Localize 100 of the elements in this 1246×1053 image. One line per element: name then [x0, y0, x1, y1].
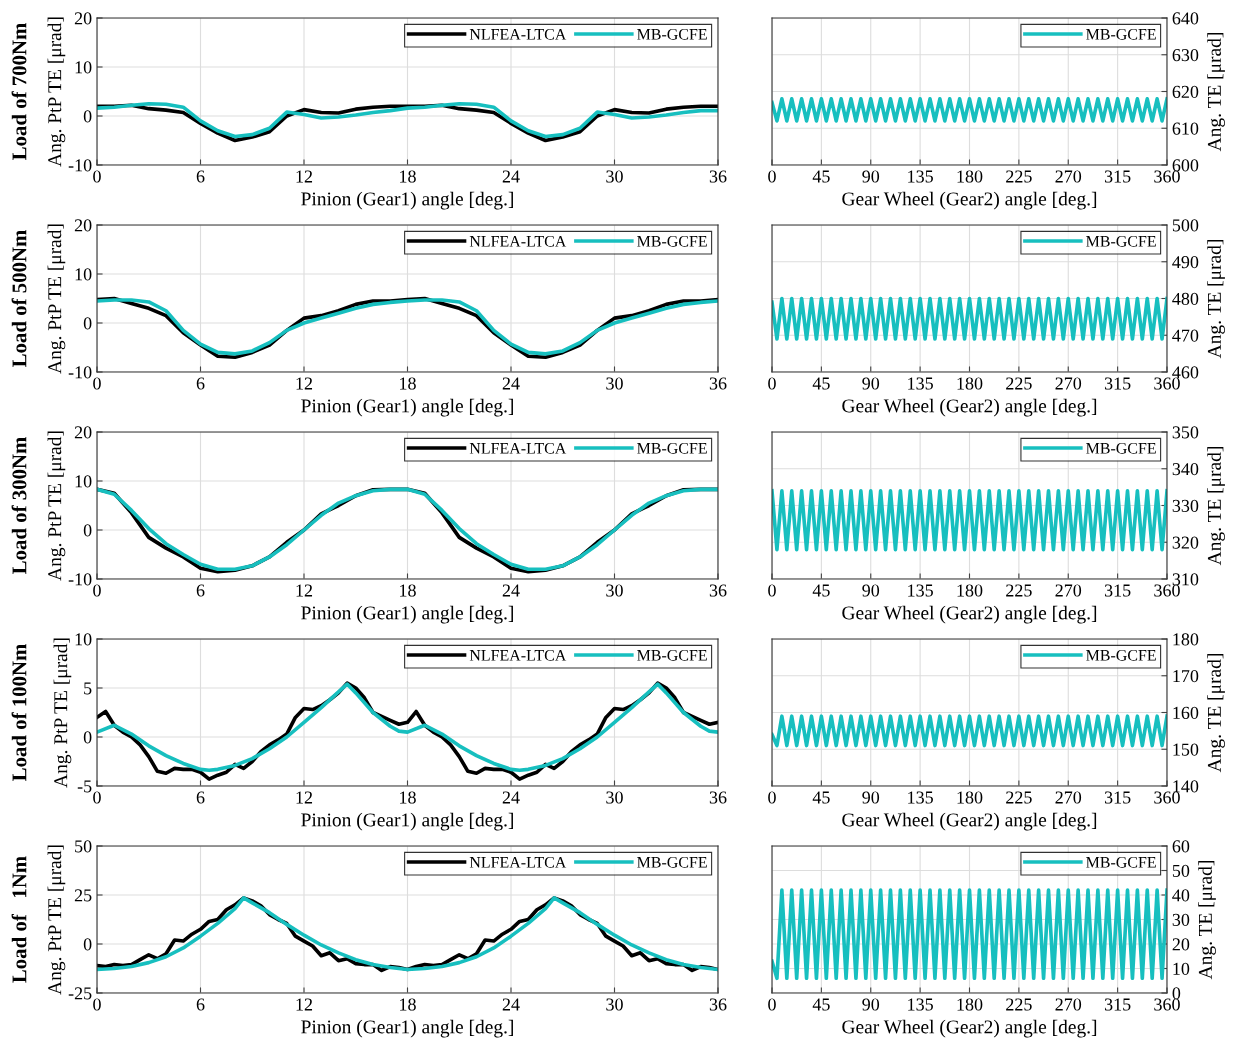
x-tick-label: 24 — [502, 377, 520, 390]
x-axis-title: Gear Wheel (Gear2) angle [deg.] — [842, 398, 1097, 417]
x-tick-label: 270 — [1055, 584, 1082, 597]
x-tick-label: 18 — [400, 998, 416, 1011]
x-tick-label: 24 — [502, 998, 520, 1011]
x-tick-label: 12 — [296, 998, 313, 1011]
y-tick-label: -5 — [77, 780, 92, 793]
x-tick-label: 0 — [93, 998, 101, 1011]
x-tick-label: 0 — [93, 377, 101, 390]
y2-axis-title: Ang. TE [μrad] — [1207, 240, 1225, 359]
x-axis-title: Gear Wheel (Gear2) angle [deg.] — [842, 605, 1097, 624]
y2-tick-label: 170 — [1173, 670, 1199, 683]
x-tick-label: 225 — [1006, 584, 1032, 597]
y-axis-title: Ang. PtP TE [μrad] — [47, 431, 66, 581]
legend-label: MB-GCFE — [1086, 28, 1156, 40]
y-tick-label: 50 — [75, 840, 92, 853]
legend-label: NLFEA-LTCA — [469, 442, 567, 454]
x-tick-label: 270 — [1055, 377, 1082, 390]
y2-tick-label: 10 — [1173, 962, 1190, 975]
x-tick-label: 135 — [908, 791, 933, 804]
x-tick-label: 0 — [768, 170, 776, 183]
x-tick-label: 90 — [862, 170, 880, 183]
x-tick-label: 30 — [606, 791, 623, 804]
x-tick-label: 45 — [812, 377, 830, 390]
y2-tick-label: 470 — [1172, 329, 1199, 342]
y-tick-label: 10 — [75, 268, 92, 281]
y2-tick-label: 320 — [1172, 536, 1199, 549]
x-tick-label: 30 — [606, 998, 623, 1011]
y2-tick-label: 490 — [1172, 256, 1199, 269]
x-tick-label: 90 — [862, 791, 880, 804]
x-tick-label: 180 — [957, 170, 983, 183]
text: Load of 300Nm — [11, 436, 27, 575]
x-tick-label: 0 — [93, 584, 101, 597]
x-tick-label: 30 — [606, 584, 623, 597]
y-tick-label: 10 — [75, 633, 92, 646]
y-tick-label: 0 — [83, 317, 92, 330]
x-tick-label: 180 — [957, 584, 983, 597]
x-axis-title: Pinion (Gear1) angle [deg.] — [301, 605, 513, 624]
y2-tick-label: 480 — [1172, 292, 1199, 305]
x-tick-label: 18 — [400, 377, 416, 390]
x-tick-label: 30 — [606, 170, 623, 183]
y2-tick-label: 60 — [1172, 840, 1190, 853]
x-tick-label: 45 — [812, 791, 830, 804]
x-tick-label: 270 — [1055, 170, 1082, 183]
x-tick-label: 135 — [908, 377, 933, 390]
y-tick-label: 0 — [83, 938, 92, 951]
text: Load of 100Nm — [11, 643, 27, 782]
x-tick-label: 360 — [1154, 584, 1180, 597]
x-axis-title: Pinion (Gear1) angle [deg.] — [301, 812, 513, 831]
legend-label: MB-GCFE — [637, 856, 707, 868]
x-tick-label: 315 — [1104, 998, 1131, 1011]
y2-tick-label: 50 — [1172, 864, 1190, 877]
x-tick-label: 135 — [908, 170, 933, 183]
y-tick-label: -25 — [68, 987, 92, 1000]
x-tick-label: 225 — [1006, 998, 1032, 1011]
x-tick-label: 18 — [400, 170, 416, 183]
y-tick-label: 20 — [74, 12, 92, 25]
y-tick-label: 0 — [83, 524, 92, 537]
y2-tick-label: 340 — [1172, 463, 1199, 476]
x-tick-label: 315 — [1104, 377, 1131, 390]
x-tick-label: 6 — [196, 998, 205, 1011]
x-tick-label: 90 — [862, 584, 880, 597]
x-tick-label: 0 — [768, 791, 776, 804]
legend-label: MB-GCFE — [1086, 442, 1156, 454]
y2-tick-label: 140 — [1173, 780, 1199, 793]
y2-axis-title: Ang. TE [μrad] — [1207, 654, 1225, 773]
x-tick-label: 270 — [1055, 791, 1082, 804]
y2-tick-label: 610 — [1172, 122, 1199, 135]
legend-label: MB-GCFE — [1086, 649, 1156, 661]
legend-label: MB-GCFE — [637, 235, 707, 247]
x-tick-label: 36 — [709, 791, 727, 804]
x-tick-label: 36 — [709, 170, 727, 183]
x-tick-label: 24 — [502, 584, 520, 597]
x-tick-label: 360 — [1154, 170, 1180, 183]
y2-tick-label: 0 — [1172, 987, 1181, 1000]
y-tick-label: 10 — [75, 61, 92, 74]
y2-tick-label: 330 — [1172, 499, 1199, 512]
x-tick-label: 36 — [709, 377, 727, 390]
legend-label: MB-GCFE — [637, 649, 707, 661]
y-axis-title: Ang. PtP TE [μrad] — [47, 224, 66, 374]
text: Load of 500Nm — [11, 229, 27, 368]
x-tick-label: 45 — [812, 170, 830, 183]
x-tick-label: 135 — [908, 584, 933, 597]
x-tick-label: 0 — [768, 584, 776, 597]
y2-tick-label: 500 — [1172, 219, 1199, 232]
legend-label: NLFEA-LTCA — [469, 235, 567, 247]
legend-label: MB-GCFE — [1086, 235, 1156, 247]
x-tick-label: 135 — [908, 998, 933, 1011]
x-tick-label: 30 — [606, 377, 623, 390]
y-tick-label: 10 — [75, 475, 92, 488]
y-tick-label: 5 — [84, 682, 92, 695]
x-tick-label: 12 — [296, 791, 313, 804]
y2-axis-title: Ang. TE [μrad] — [1198, 861, 1216, 980]
x-tick-label: 270 — [1055, 998, 1082, 1011]
x-tick-label: 0 — [768, 998, 776, 1011]
y-axis-title: Ang. PtP TE [μrad] — [53, 638, 72, 788]
y-tick-label: -10 — [68, 159, 92, 172]
y2-tick-label: 620 — [1172, 85, 1199, 98]
x-tick-label: 24 — [502, 170, 520, 183]
y2-tick-label: 350 — [1172, 426, 1199, 439]
